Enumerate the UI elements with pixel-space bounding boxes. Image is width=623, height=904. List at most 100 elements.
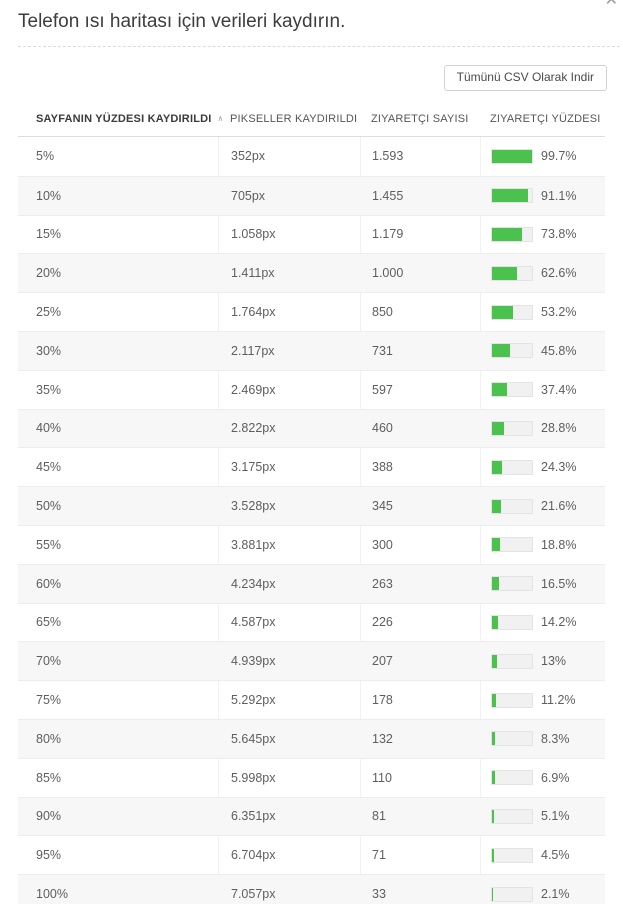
visitor-percent-bar-track (491, 459, 533, 475)
cell-scrolled-percent: 65% (36, 615, 62, 630)
cell-visitor-percent: 16.5% (480, 565, 605, 603)
visitor-percent-bar-fill (492, 538, 500, 552)
visitor-percent-bar-track (491, 537, 533, 553)
visitor-percent-label: 13% (541, 654, 567, 669)
cell-visitor-count: 300 (360, 525, 480, 564)
cell-pixels-scrolled: 1.764px (218, 293, 360, 331)
dialog-header: Telefon ısı haritası için verileri kaydı… (0, 0, 623, 35)
close-icon[interactable]: ✕ (604, 0, 618, 9)
cell-pixels-scrolled: 4.939px (231, 654, 276, 669)
visitor-percent-label: 16.5% (541, 576, 577, 591)
visitor-percent-bar-track (491, 731, 533, 747)
visitor-percent-bar-track (491, 498, 533, 514)
cell-pixels-scrolled: 1.411px (231, 266, 275, 281)
table-row: 55% 3.881px 300 18.8% (18, 524, 605, 564)
table-row: 45% 3.175px 388 24.3% (18, 447, 605, 487)
cell-visitor-count: 1.455 (372, 188, 404, 203)
cell-scrolled-percent: 80% (36, 731, 62, 746)
column-header-visitor-count[interactable]: ZIYARETÇI SAYISI (360, 113, 480, 125)
visitor-percent-label: 37.4% (541, 382, 577, 397)
cell-visitor-count: 1.000 (372, 266, 404, 281)
cell-scrolled-percent: 5% (36, 149, 55, 164)
visitor-percent-bar-track (491, 382, 533, 398)
visitor-percent-label: 99.7% (541, 149, 577, 164)
visitor-percent-bar-fill (492, 344, 511, 358)
visitor-percent-bar-fill (492, 615, 498, 629)
table-row: 50% 3.528px 345 21.6% (18, 486, 605, 525)
cell-scrolled-percent: 40% (36, 421, 62, 436)
cell-visitor-count: 1.179 (360, 215, 480, 254)
visitor-percent-bar-fill (492, 189, 529, 203)
cell-visitor-percent: 62.6% (480, 254, 605, 292)
visitor-percent-bar-track (491, 420, 533, 436)
visitor-percent-label: 53.2% (541, 305, 577, 320)
column-header-label: SAYFANIN YÜZDESI KAYDIRILDI (36, 113, 212, 125)
cell-visitor-count: 71 (360, 836, 480, 875)
table-row: 90% 6.351px 81 5.1% (18, 796, 605, 836)
visitor-percent-bar-track (491, 148, 533, 164)
visitor-percent-label: 14.2% (541, 615, 577, 630)
column-header-label: ZIYARETÇI YÜZDESI (490, 113, 601, 125)
cell-pixels-scrolled: 4.587px (218, 603, 360, 642)
cell-pixels-scrolled: 6.351px (231, 809, 276, 824)
table-row: 65% 4.587px 226 14.2% (18, 602, 605, 642)
visitor-percent-bar-track (491, 304, 533, 320)
cell-pixels-scrolled: 7.057px (231, 887, 276, 902)
cell-scrolled-percent: 15% (36, 227, 62, 242)
cell-scrolled-percent: 95% (36, 848, 62, 863)
cell-pixels-scrolled: 2.469px (218, 370, 360, 409)
visitor-percent-bar-fill (492, 499, 501, 513)
dialog-title: Telefon ısı haritası için verileri kaydı… (18, 11, 346, 32)
cell-scrolled-percent: 50% (36, 499, 62, 514)
visitor-percent-bar-track (491, 808, 533, 824)
cell-visitor-count: 388 (360, 448, 480, 487)
cell-visitor-percent: 4.5% (480, 836, 605, 875)
column-header-pixels-scrolled[interactable]: PIKSELLER KAYDIRILDI (218, 113, 360, 125)
visitor-percent-label: 2.1% (541, 887, 570, 902)
cell-pixels-scrolled: 5.645px (231, 731, 276, 746)
visitor-percent-bar-fill (492, 383, 507, 397)
cell-visitor-percent: 53.2% (480, 293, 605, 331)
cell-visitor-count: 460 (372, 421, 393, 436)
cell-pixels-scrolled: 705px (231, 188, 266, 203)
table-row: 35% 2.469px 597 37.4% (18, 369, 605, 409)
visitor-percent-bar-fill (492, 732, 496, 746)
cell-pixels-scrolled: 3.175px (218, 448, 360, 487)
download-csv-button[interactable]: Tümünü CSV Olarak Indir (443, 65, 607, 91)
visitor-percent-bar-fill (492, 460, 502, 474)
visitor-percent-label: 18.8% (541, 537, 577, 552)
table-row: 75% 5.292px 178 11.2% (18, 680, 605, 719)
table-row: 60% 4.234px 263 16.5% (18, 563, 605, 603)
column-header-label: ZIYARETÇI SAYISI (371, 113, 469, 125)
table-row: 85% 5.998px 110 6.9% (18, 757, 605, 797)
cell-visitor-percent: 2.1% (480, 875, 605, 904)
visitor-percent-bar-fill (492, 771, 495, 785)
cell-visitor-count: 110 (360, 758, 480, 797)
table-row: 10% 705px 1.455 91.1% (18, 175, 605, 215)
visitor-percent-bar-track (491, 614, 533, 630)
visitor-percent-bar-track (491, 847, 533, 863)
cell-scrolled-percent: 70% (36, 654, 62, 669)
table-row: 40% 2.822px 460 28.8% (18, 408, 605, 448)
cell-scrolled-percent: 25% (36, 305, 62, 320)
cell-visitor-percent: 37.4% (480, 370, 605, 409)
table-header-row: SAYFANIN YÜZDESI KAYDIRILDI ∧ PIKSELLER K… (18, 113, 605, 137)
visitor-percent-bar-track (491, 343, 533, 359)
cell-visitor-percent: 18.8% (480, 525, 605, 564)
cell-pixels-scrolled: 4.234px (231, 576, 276, 591)
cell-visitor-percent: 24.3% (480, 448, 605, 487)
table-row: 95% 6.704px 71 4.5% (18, 835, 605, 875)
cell-visitor-count: 597 (360, 370, 480, 409)
visitor-percent-bar-fill (492, 305, 514, 319)
table-row: 15% 1.058px 1.179 73.8% (18, 214, 605, 254)
cell-pixels-scrolled: 3.528px (231, 499, 276, 514)
column-header-scrolled-percent[interactable]: SAYFANIN YÜZDESI KAYDIRILDI ∧ (18, 113, 223, 125)
table-row: 70% 4.939px 207 13% (18, 641, 605, 681)
cell-visitor-count: 33 (372, 887, 386, 902)
visitor-percent-bar-track (491, 576, 533, 592)
visitor-percent-label: 6.9% (541, 770, 570, 785)
cell-pixels-scrolled: 2.822px (231, 421, 276, 436)
column-header-visitor-percent[interactable]: ZIYARETÇI YÜZDESI (480, 113, 605, 125)
table-row: 30% 2.117px 731 45.8% (18, 330, 605, 370)
